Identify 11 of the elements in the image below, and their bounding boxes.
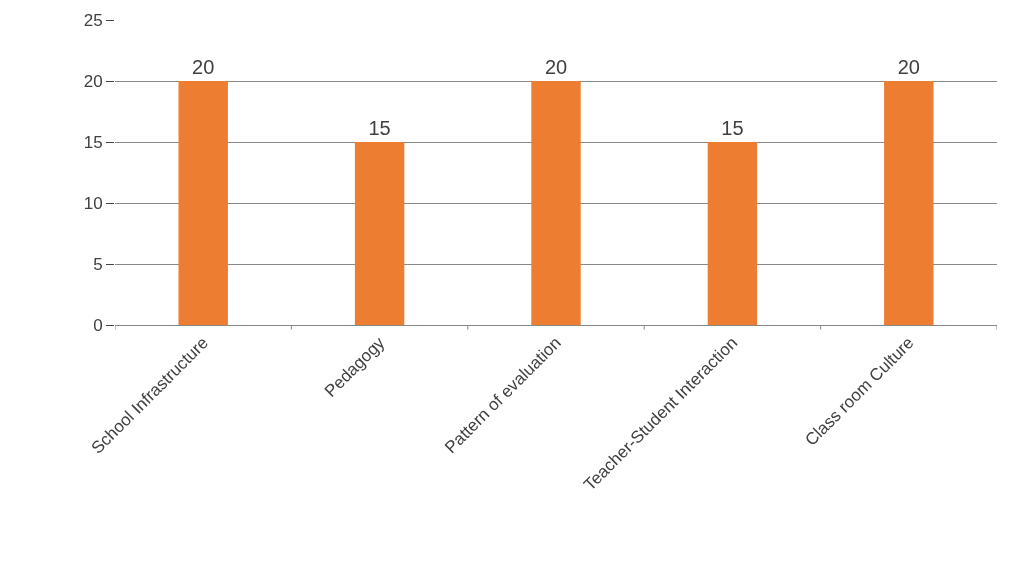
- y-tick-label: 5: [93, 254, 103, 274]
- data-label: 15: [368, 117, 391, 139]
- y-tick-label: 10: [83, 193, 103, 213]
- data-label: 20: [544, 56, 568, 78]
- y-tick-label: 0: [93, 315, 103, 335]
- y-tick-label: 25: [83, 10, 103, 30]
- data-label: 15: [721, 117, 744, 139]
- data-label: 20: [192, 56, 215, 78]
- data-label: 20: [897, 56, 920, 78]
- y-tick-label: 20: [83, 71, 103, 91]
- y-tick-label: 15: [83, 132, 103, 152]
